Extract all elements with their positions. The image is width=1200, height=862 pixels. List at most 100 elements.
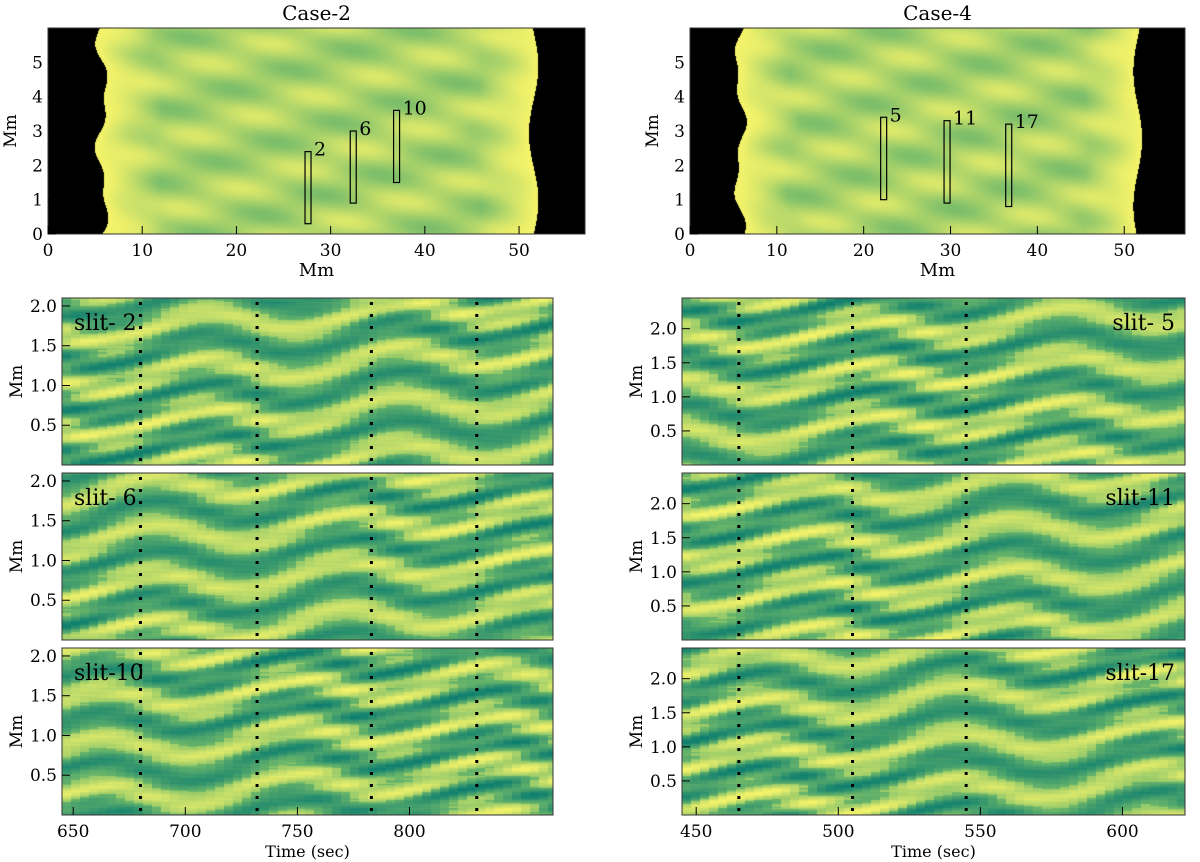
y-tick-label: 1.0 (650, 563, 677, 583)
y-tick-label: 1.5 (650, 529, 677, 549)
y-tick-label: 0.5 (650, 772, 677, 792)
chart-title: Case-2 (282, 1, 351, 25)
y-tick-label: 2.0 (30, 297, 57, 317)
y-tick-label: 1.0 (30, 551, 57, 571)
slit-marker-label: 2 (314, 139, 326, 161)
slit-marker-label: 6 (359, 118, 371, 140)
x-tick-label: 40 (1027, 241, 1049, 261)
y-tick-label: 1.0 (30, 376, 57, 396)
y-tick-label: 3 (674, 122, 685, 142)
y-axis-label: Mm (643, 114, 663, 148)
x-tick-label: 750 (281, 822, 313, 842)
y-tick-label: 4 (674, 88, 685, 108)
y-tick-label: 2 (32, 156, 43, 176)
x-tick-label: 20 (853, 241, 875, 261)
y-tick-label: 1 (32, 191, 43, 211)
y-tick-label: 2.0 (650, 495, 677, 515)
case4-map-frame (689, 27, 1186, 235)
x-tick-label: 550 (964, 822, 996, 842)
slit-label: slit-17 (1105, 661, 1175, 686)
y-tick-label: 2.0 (650, 320, 677, 340)
x-axis-label: Mm (920, 260, 956, 281)
y-tick-label: 2.0 (30, 647, 57, 667)
y-tick-label: 0 (674, 225, 685, 245)
slit-marker-label: 11 (953, 108, 977, 130)
y-axis-label: Mm (627, 540, 647, 574)
slit-11-frame (681, 472, 1186, 641)
x-tick-label: 500 (822, 822, 854, 842)
slit-marker (1005, 123, 1013, 208)
x-tick-label: 20 (226, 241, 248, 261)
y-tick-label: 0.5 (650, 422, 677, 442)
y-tick-label: 1.5 (30, 337, 57, 357)
slit-17-image (682, 648, 1185, 815)
y-axis-label: Mm (7, 365, 27, 399)
y-tick-label: 2.0 (30, 472, 57, 492)
y-axis-label: Mm (7, 715, 27, 749)
y-tick-label: 2.0 (650, 670, 677, 690)
x-tick-label: 800 (393, 822, 425, 842)
y-tick-label: 4 (32, 88, 43, 108)
x-tick-label: 700 (169, 822, 201, 842)
slit-marker (943, 120, 951, 204)
x-tick-label: 0 (43, 241, 54, 261)
x-tick-label: 650 (57, 822, 89, 842)
x-tick-label: 10 (766, 241, 788, 261)
x-tick-label: 0 (685, 241, 696, 261)
slit-17-frame (681, 647, 1186, 816)
x-tick-label: 50 (1113, 241, 1135, 261)
slit-5-frame (681, 297, 1186, 466)
y-axis-label: Mm (1, 114, 21, 148)
y-tick-label: 0.5 (30, 416, 57, 436)
y-tick-label: 0.5 (30, 766, 57, 786)
slit-label: slit- 6 (74, 486, 137, 511)
y-tick-label: 1.5 (30, 512, 57, 532)
slit-marker-label: 10 (403, 97, 427, 119)
y-tick-label: 0 (32, 225, 43, 245)
x-axis-label: Time (sec) (265, 842, 350, 861)
y-tick-label: 1.0 (650, 738, 677, 758)
y-tick-label: 1 (674, 191, 685, 211)
y-tick-label: 1.0 (650, 388, 677, 408)
slit-marker-label: 5 (890, 104, 902, 126)
x-tick-label: 40 (414, 241, 436, 261)
slit-11-image (682, 473, 1185, 640)
slit-label: slit- 2 (74, 311, 137, 336)
slit-2-image (62, 298, 553, 465)
slit-marker (392, 109, 401, 184)
slit-2-frame (61, 297, 554, 466)
chart-title: Case-4 (903, 1, 972, 25)
case2-map-frame (47, 27, 586, 235)
y-tick-label: 0.5 (650, 597, 677, 617)
slit-label: slit- 5 (1112, 311, 1175, 336)
y-tick-label: 1.5 (650, 354, 677, 374)
x-axis-label: Time (sec) (891, 842, 976, 861)
slit-10-image (62, 648, 553, 815)
slit-6-frame (61, 472, 554, 641)
slit-6-image (62, 473, 553, 640)
case2-map-image (48, 28, 585, 234)
slit-marker (304, 151, 312, 225)
slit-5-image (682, 298, 1185, 465)
y-tick-label: 0.5 (30, 591, 57, 611)
x-tick-label: 50 (508, 241, 530, 261)
x-tick-label: 10 (131, 241, 153, 261)
y-axis-label: Mm (7, 540, 27, 574)
y-tick-label: 3 (32, 122, 43, 142)
y-tick-label: 5 (674, 53, 685, 73)
case4-map-image (690, 28, 1185, 234)
slit-marker-label: 17 (1015, 111, 1039, 133)
y-tick-label: 2 (674, 156, 685, 176)
slit-10-frame (61, 647, 554, 816)
x-tick-label: 600 (1106, 822, 1138, 842)
slit-marker (880, 116, 888, 201)
x-tick-label: 450 (680, 822, 712, 842)
slit-label: slit-11 (1105, 486, 1175, 511)
y-axis-label: Mm (627, 715, 647, 749)
x-tick-label: 30 (940, 241, 962, 261)
x-axis-label: Mm (299, 260, 335, 281)
y-tick-label: 1.0 (30, 726, 57, 746)
slit-marker (349, 130, 357, 204)
slit-label: slit-10 (74, 661, 144, 686)
